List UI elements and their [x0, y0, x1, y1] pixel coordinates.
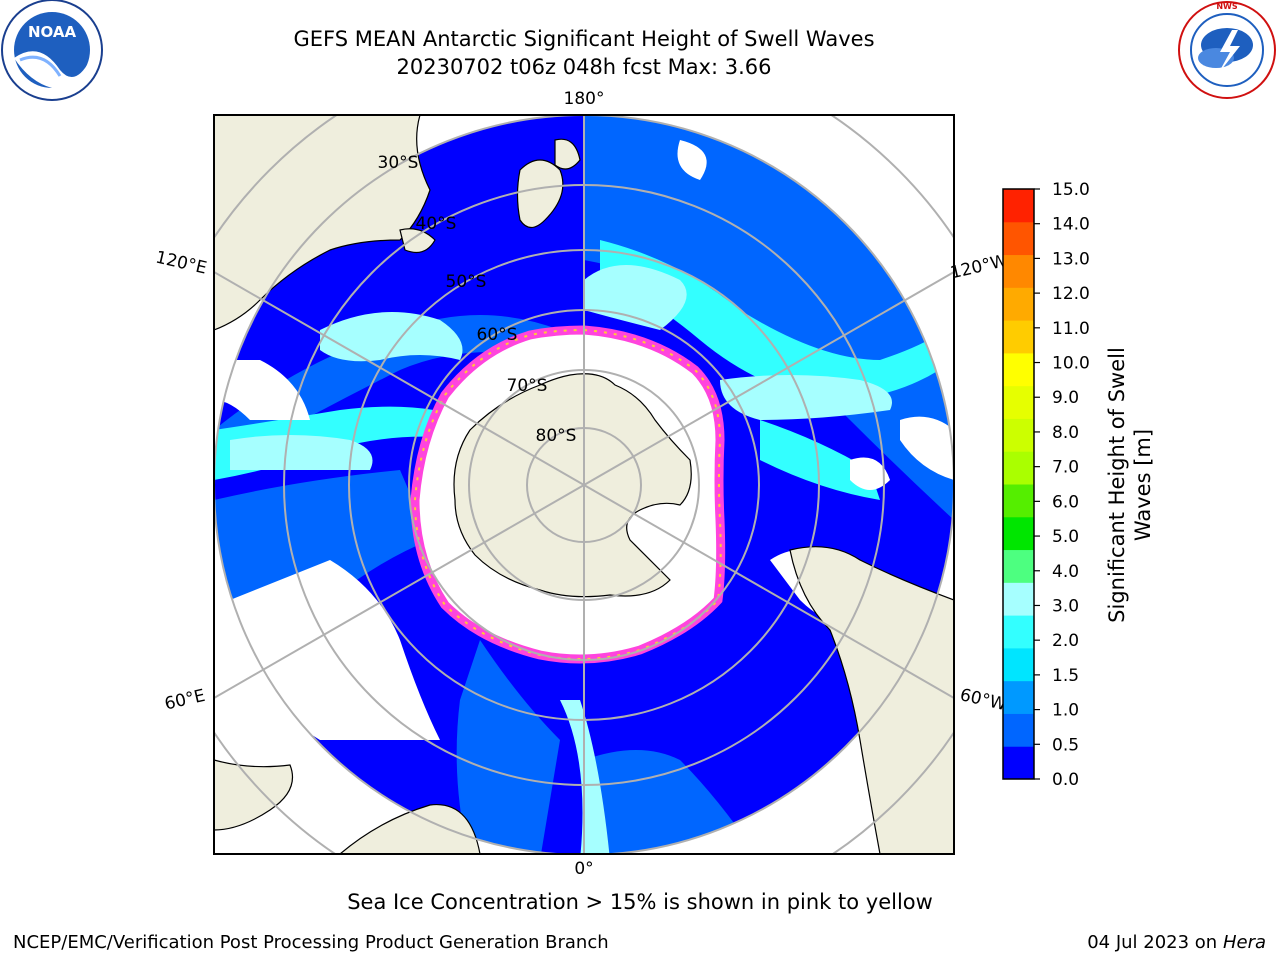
- footer-organization: NCEP/EMC/Verification Post Processing Pr…: [13, 932, 609, 953]
- colorbar-label-line1: Significant Height of Swell: [1105, 347, 1129, 623]
- lat-label-60s: 60°S: [477, 325, 518, 345]
- colorbar-frame: [1002, 188, 1035, 780]
- colorbar-tick-label: 2.0: [1052, 631, 1079, 651]
- colorbar-segment: [1003, 451, 1034, 485]
- colorbar-segment: [1003, 647, 1034, 682]
- footer-date: 04 Jul 2023 on Hera: [1087, 932, 1266, 953]
- national-weather-service-logo-icon: NWS: [1178, 1, 1276, 99]
- footer-system: Hera: [1222, 932, 1266, 953]
- colorbar-segment: [1003, 549, 1034, 583]
- colorbar-tick-label: 5.0: [1052, 527, 1079, 547]
- graticule: [214, 115, 954, 854]
- colorbar-tick-label: 13.0: [1052, 249, 1090, 269]
- colorbar-tick-label: 7.0: [1052, 458, 1079, 478]
- noaa-logo-icon: NOAA: [1, 0, 103, 101]
- colorbar-tick-label: 4.0: [1052, 562, 1079, 582]
- colorbar-tick-label: 3.0: [1052, 596, 1079, 616]
- colorbar-segment: [1003, 254, 1034, 288]
- lat-label-30s: 30°S: [378, 153, 419, 173]
- colorbar-segment: [1003, 713, 1034, 747]
- colorbar-segment: [1003, 615, 1034, 649]
- colorbar-segment: [1003, 189, 1034, 223]
- colorbar-segment: [1003, 680, 1034, 714]
- chart-subtitle: 20230702 t06z 048h fcst Max: 3.66: [396, 55, 772, 79]
- lat-label-40s: 40°S: [416, 214, 457, 234]
- colorbar-segment: [1003, 582, 1034, 616]
- colorbar-tick-label: 0.0: [1052, 770, 1079, 790]
- colorbar-tick-label: 11.0: [1052, 319, 1090, 339]
- lon-label-180: 180°: [564, 89, 605, 109]
- noaa-logo-text: NOAA: [28, 23, 77, 41]
- colorbar-segment: [1003, 221, 1034, 256]
- lat-label-80s: 80°S: [536, 426, 577, 446]
- colorbar-tick-label: 10.0: [1052, 354, 1090, 374]
- chart-title: GEFS MEAN Antarctic Significant Height o…: [293, 27, 875, 51]
- sea-ice-caption: Sea Ice Concentration > 15% is shown in …: [347, 890, 933, 914]
- colorbar-segment: [1003, 746, 1034, 780]
- colorbar-tick-label: 15.0: [1052, 180, 1090, 200]
- colorbar-segment: [1003, 516, 1034, 551]
- colorbar-tick-label: 0.5: [1052, 735, 1079, 755]
- colorbar-segment: [1003, 418, 1034, 452]
- colorbar-segment: [1003, 287, 1034, 321]
- lon-label-0: 0°: [574, 859, 593, 879]
- colorbar-label-line2: Waves [m]: [1131, 429, 1155, 541]
- lat-label-70s: 70°S: [507, 376, 548, 396]
- colorbar-tick-label: 14.0: [1052, 215, 1090, 235]
- svg-text:NWS: NWS: [1216, 2, 1238, 11]
- colorbar-tick-label: 8.0: [1052, 423, 1079, 443]
- colorbar-segment: [1003, 352, 1034, 387]
- colorbar-tick-label: 6.0: [1052, 492, 1079, 512]
- colorbar-tick-label: 12.0: [1052, 284, 1090, 304]
- colorbar-tick-label: 1.0: [1052, 701, 1079, 721]
- colorbar-segment: [1003, 484, 1034, 518]
- map-frame: [213, 114, 955, 855]
- colorbar-segment: [1003, 320, 1034, 354]
- colorbar-segment: [1003, 385, 1034, 419]
- colorbar-tick-label: 9.0: [1052, 388, 1079, 408]
- lat-label-50s: 50°S: [446, 272, 487, 292]
- footer-date-text: 04 Jul 2023 on: [1087, 932, 1218, 953]
- colorbar-tick-label: 1.5: [1052, 666, 1079, 686]
